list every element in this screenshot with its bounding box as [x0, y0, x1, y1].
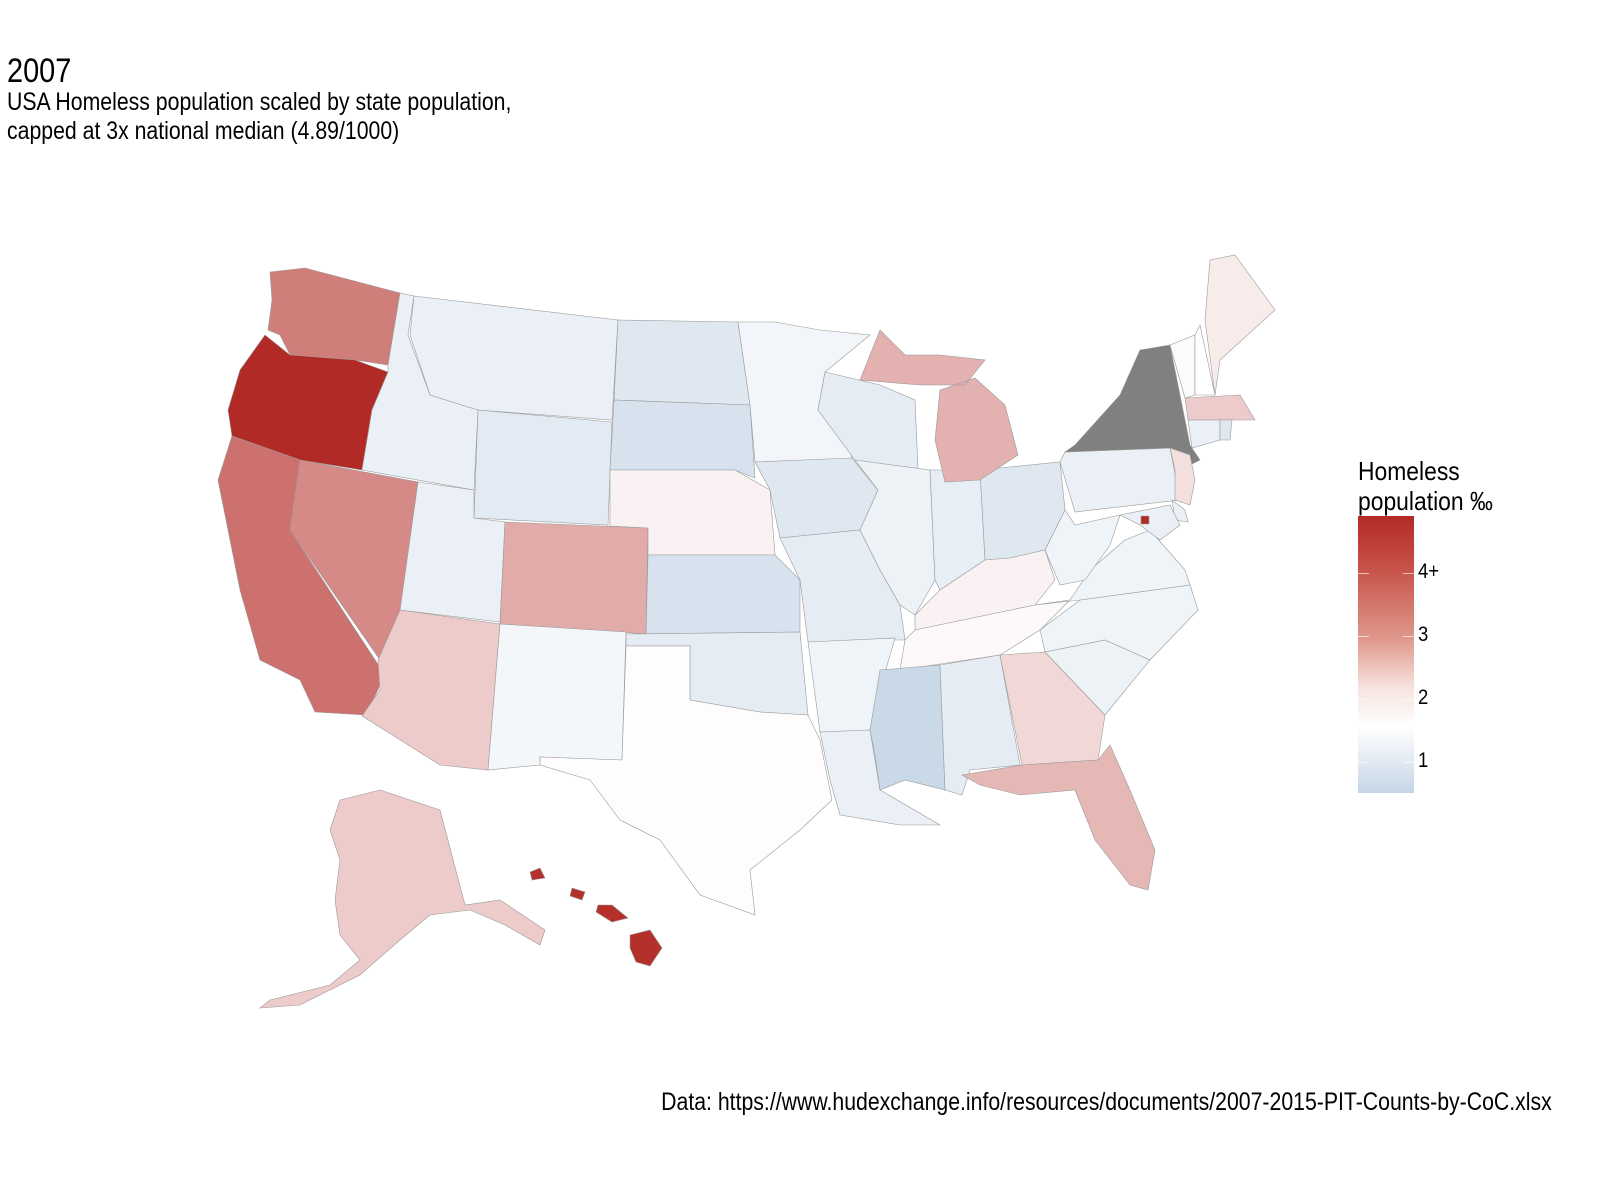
legend-title: Homeless population ‰: [1358, 456, 1493, 516]
legend-colorbar: [1358, 516, 1414, 793]
legend-title-line-2: population ‰: [1358, 486, 1493, 516]
state-pa: [1059, 447, 1181, 513]
legend-tickmark: [1358, 573, 1414, 574]
legend-tick-label: 4+: [1418, 560, 1440, 583]
data-source-caption: Data: https://www.hudexchange.info/resou…: [661, 1088, 1552, 1116]
state-me: [1204, 254, 1276, 396]
state-ks: [645, 554, 801, 635]
state-ms: [869, 664, 946, 791]
state-la: [819, 729, 942, 826]
subtitle-line-2: capped at 3x national median (4.89/1000): [7, 117, 400, 145]
state-co: [499, 521, 649, 635]
state-hi: [529, 867, 663, 967]
state-mi: [859, 329, 1019, 483]
state-wa: [267, 267, 401, 366]
state-ct: [1187, 419, 1221, 449]
state-ak: [259, 789, 546, 1009]
legend-tick-label: 3: [1418, 623, 1429, 646]
subtitle-line-1: USA Homeless population scaled by state …: [7, 88, 512, 116]
state-fl: [961, 744, 1156, 891]
legend-tickmark: [1358, 699, 1414, 700]
state-md: [1119, 504, 1181, 541]
map-subtitle: USA Homeless population scaled by state …: [7, 88, 511, 146]
state-ma: [1184, 394, 1256, 421]
state-dc: [1140, 515, 1150, 525]
legend-title-line-1: Homeless: [1358, 456, 1460, 486]
legend-tick-label: 1: [1418, 749, 1429, 772]
state-wy: [473, 409, 613, 526]
legend-tick-label: 2: [1418, 686, 1429, 709]
state-ri: [1219, 419, 1233, 441]
state-sd: [609, 399, 756, 479]
map-title: 2007: [7, 52, 72, 90]
state-nm: [487, 623, 627, 771]
state-ia: [754, 457, 879, 539]
legend-tickmark: [1358, 762, 1414, 763]
legend-tickmark: [1358, 636, 1414, 637]
state-tx: [539, 645, 833, 916]
state-ga: [999, 651, 1106, 766]
state-nj: [1169, 447, 1196, 506]
state-wv: [1044, 509, 1121, 586]
state-nd: [613, 319, 751, 406]
state-ny: [1063, 344, 1201, 471]
